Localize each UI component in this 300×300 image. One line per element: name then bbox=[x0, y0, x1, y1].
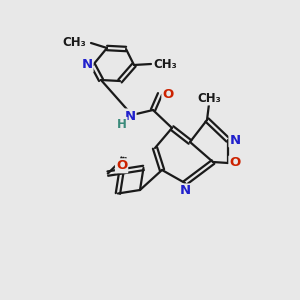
Text: N: N bbox=[230, 134, 241, 146]
Text: O: O bbox=[116, 159, 127, 172]
Text: O: O bbox=[230, 157, 241, 169]
Text: N: N bbox=[179, 184, 191, 197]
Text: N: N bbox=[124, 110, 136, 122]
Text: N: N bbox=[81, 58, 93, 71]
Text: O: O bbox=[162, 88, 174, 100]
Text: H: H bbox=[117, 118, 127, 130]
Text: CH₃: CH₃ bbox=[197, 92, 221, 104]
Text: CH₃: CH₃ bbox=[153, 58, 177, 70]
Text: CH₃: CH₃ bbox=[62, 37, 86, 50]
